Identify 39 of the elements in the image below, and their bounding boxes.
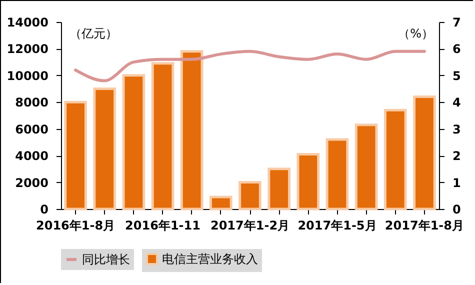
x-tick-label: 2016年1-8月 <box>36 218 116 232</box>
x-tick-label: 2017年1-8月 <box>384 218 464 232</box>
y2-tick-label: 2 <box>452 149 461 164</box>
legend-label: 同比增长 <box>82 252 130 266</box>
y-axis-title: （亿元） <box>70 26 118 40</box>
x-tick-label: 2017年1-5月 <box>298 218 377 232</box>
bar <box>296 152 320 210</box>
y-tick-label: 10000 <box>6 68 48 83</box>
x-tick-label: 2017年1-2月 <box>210 218 290 232</box>
y2-tick-label: 4 <box>452 96 461 110</box>
y2-tick-label: 0 <box>452 202 461 216</box>
bar <box>238 181 262 210</box>
legend-label: 电信主营业务收入 <box>162 252 258 266</box>
y2-tick-label: 6 <box>452 42 461 56</box>
bar <box>413 96 436 210</box>
y-tick-label: 8000 <box>15 96 48 110</box>
bar <box>268 168 291 210</box>
line-series <box>74 50 426 82</box>
y-tick-label: 14000 <box>6 16 48 30</box>
bar <box>151 62 174 210</box>
bar <box>64 100 87 210</box>
y-tick-label: 4000 <box>15 149 48 164</box>
bar <box>384 108 407 210</box>
y-tick-label: 12000 <box>6 42 48 56</box>
bar <box>180 50 204 210</box>
bar <box>354 124 378 210</box>
bar <box>209 196 232 210</box>
y2-tick-label: 5 <box>452 68 461 83</box>
bar <box>122 74 146 210</box>
y2-tick-label: 7 <box>452 16 461 30</box>
y-tick-label: 6000 <box>15 122 48 136</box>
y2-tick-label: 3 <box>452 122 461 136</box>
y-tick-label: 2000 <box>15 176 48 190</box>
y2-tick-label: 1 <box>452 176 461 190</box>
x-tick-label: 2016年1-11 <box>125 218 200 232</box>
y2-axis-title: （%） <box>398 26 434 40</box>
y-tick-label: 0 <box>40 202 48 216</box>
bar <box>93 88 116 210</box>
bar <box>326 138 349 210</box>
